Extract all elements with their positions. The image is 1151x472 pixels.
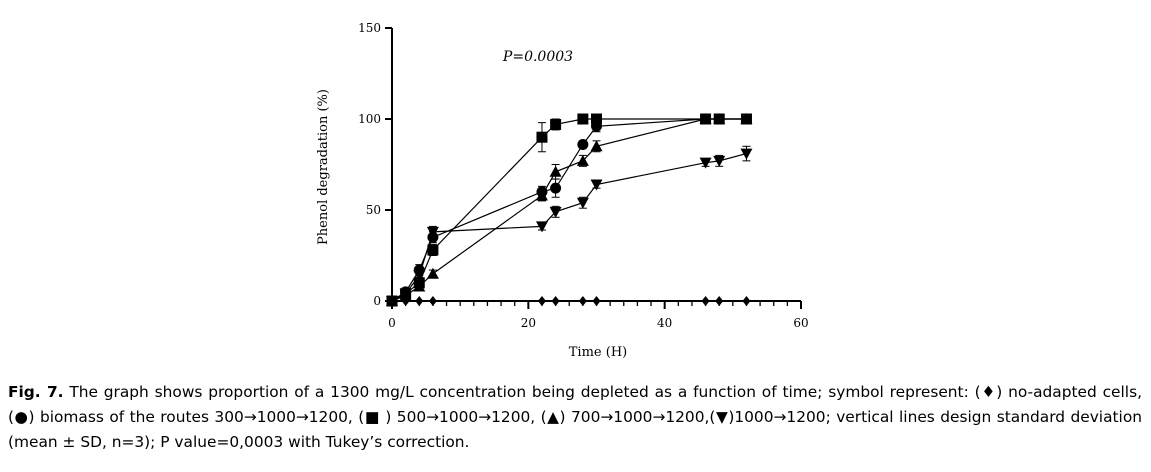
p-value-annotation: P=0.0003 — [502, 49, 573, 65]
data-point-circle — [550, 182, 562, 194]
data-point-square — [591, 113, 602, 125]
data-point-triangle-down — [576, 197, 589, 209]
x-axis: 0 20 40 60 — [388, 300, 809, 330]
data-point-diamond — [715, 296, 724, 306]
data-point-square — [427, 244, 439, 256]
data-point-triangle-up — [535, 189, 548, 201]
data-point-diamond — [592, 296, 601, 306]
data-point-diamond — [428, 296, 437, 306]
data-point-triangle-down — [699, 157, 712, 169]
data-point-square — [550, 118, 562, 130]
data-point-diamond — [415, 296, 424, 306]
data-point-diamond — [742, 296, 751, 306]
series-line — [391, 118, 747, 302]
data-point-triangle-up — [590, 140, 603, 152]
series-group — [386, 113, 753, 307]
data-point-diamond — [551, 296, 560, 306]
data-point-triangle-up — [713, 113, 726, 124]
series-line — [391, 118, 747, 302]
x-tick-label: 40 — [657, 316, 672, 330]
data-point-square — [577, 113, 589, 125]
series-square — [386, 113, 752, 307]
data-point-diamond — [537, 296, 546, 306]
data-point-triangle-down — [590, 179, 603, 191]
y-tick-label: 0 — [373, 294, 381, 308]
y-tick-label: 50 — [366, 203, 381, 217]
data-point-triangle-down — [740, 148, 753, 160]
x-tick-label: 60 — [793, 316, 808, 330]
data-point-triangle-down — [549, 206, 562, 218]
x-tick-label: 0 — [388, 316, 396, 330]
x-tick-label: 20 — [521, 316, 536, 330]
data-point-triangle-up — [549, 165, 562, 177]
data-point-triangle-up — [413, 280, 426, 292]
figure-caption: Fig. 7. The graph shows proportion of a … — [8, 380, 1142, 455]
x-axis-title: Time (H) — [569, 345, 627, 360]
data-point-triangle-down — [426, 226, 439, 238]
y-axis: 0 50 100 150 — [358, 21, 393, 308]
data-point-triangle-up — [699, 113, 712, 124]
series-triangle-down — [386, 145, 753, 307]
figure-caption-text: The graph shows proportion of a 1300 mg/… — [8, 383, 1142, 451]
data-point-triangle-down — [386, 296, 398, 307]
phenol-degradation-chart: 0 50 100 150 0 20 40 60 P=0.0003 Time (H) Phen… — [316, 21, 809, 360]
series-circle — [386, 113, 752, 307]
y-tick-label: 150 — [358, 21, 381, 35]
data-point-triangle-down — [535, 221, 548, 233]
data-point-circle — [577, 138, 589, 150]
data-point-triangle-down — [399, 288, 412, 300]
data-point-triangle-up — [740, 113, 753, 124]
data-point-diamond — [578, 296, 587, 306]
data-point-square — [536, 131, 548, 143]
y-tick-label: 100 — [358, 112, 381, 126]
y-axis-title: Phenol degradation (%) — [316, 89, 331, 245]
data-point-triangle-down — [713, 155, 726, 167]
series-line — [391, 153, 747, 302]
data-point-triangle-up — [426, 267, 439, 279]
data-point-diamond — [701, 296, 710, 306]
series-triangle-up — [386, 113, 753, 306]
data-point-triangle-up — [576, 154, 589, 166]
data-point-triangle-down — [413, 270, 426, 282]
figure-label: Fig. 7. — [8, 383, 64, 401]
series-line — [391, 118, 747, 302]
